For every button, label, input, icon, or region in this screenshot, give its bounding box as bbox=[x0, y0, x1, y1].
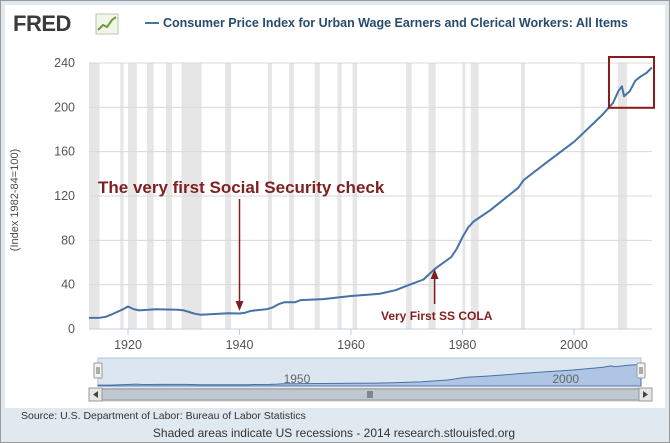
range-navigator[interactable]: 1950 2000 bbox=[88, 357, 653, 402]
y-tick-label: 120 bbox=[54, 189, 75, 203]
navigator-left-handle[interactable] bbox=[93, 362, 103, 379]
footer-note: Shaded areas indicate US recessions - 20… bbox=[152, 426, 516, 440]
x-tick-label: 1940 bbox=[226, 338, 254, 352]
y-tick-label: 40 bbox=[61, 278, 75, 292]
navigator-tick-label: 2000 bbox=[552, 372, 579, 386]
source-text: Source: U.S. Department of Labor: Bureau… bbox=[21, 410, 306, 422]
x-tick-label: 2000 bbox=[560, 338, 588, 352]
annotation-first-cola: Very First SS COLA bbox=[381, 309, 493, 323]
chevron-left-icon[interactable] bbox=[88, 387, 103, 402]
navigator-series bbox=[97, 363, 642, 387]
y-tick-label: 80 bbox=[61, 233, 75, 247]
grip-icon bbox=[367, 391, 373, 398]
y-tick-label: 200 bbox=[54, 100, 75, 114]
series-line bbox=[88, 66, 653, 319]
y-tick-label: 160 bbox=[54, 145, 75, 159]
y-tick-label: 0 bbox=[68, 322, 75, 336]
series-layer bbox=[88, 66, 653, 319]
chart-panel: FRED Consumer Price Index for Urban Wage… bbox=[5, 5, 665, 408]
fred-logo: FRED bbox=[13, 11, 71, 36]
highlight-box bbox=[607, 56, 656, 109]
navigator-right-handle[interactable] bbox=[636, 362, 646, 379]
axes: 0 40 80 120 160 200 240 1920 1940 1960 1980 2000 bbox=[54, 56, 652, 352]
chart-title: Consumer Price Index for Urban Wage Earn… bbox=[163, 16, 628, 30]
legend-swatch bbox=[145, 22, 159, 24]
trend-line-icon bbox=[95, 13, 119, 35]
navigator-tick-label: 1950 bbox=[284, 372, 311, 386]
annotation-first-check: The very first Social Security check bbox=[98, 178, 385, 197]
annotation-arrowhead bbox=[235, 301, 244, 311]
y-tick-label: 240 bbox=[54, 56, 75, 70]
x-tick-label: 1960 bbox=[337, 338, 365, 352]
annotation-arrowhead bbox=[430, 269, 439, 279]
x-tick-label: 1980 bbox=[449, 338, 477, 352]
annotations: The very first Social Security check Very… bbox=[98, 56, 656, 323]
chevron-right-icon[interactable] bbox=[638, 387, 653, 402]
x-tick-label: 1920 bbox=[114, 338, 142, 352]
